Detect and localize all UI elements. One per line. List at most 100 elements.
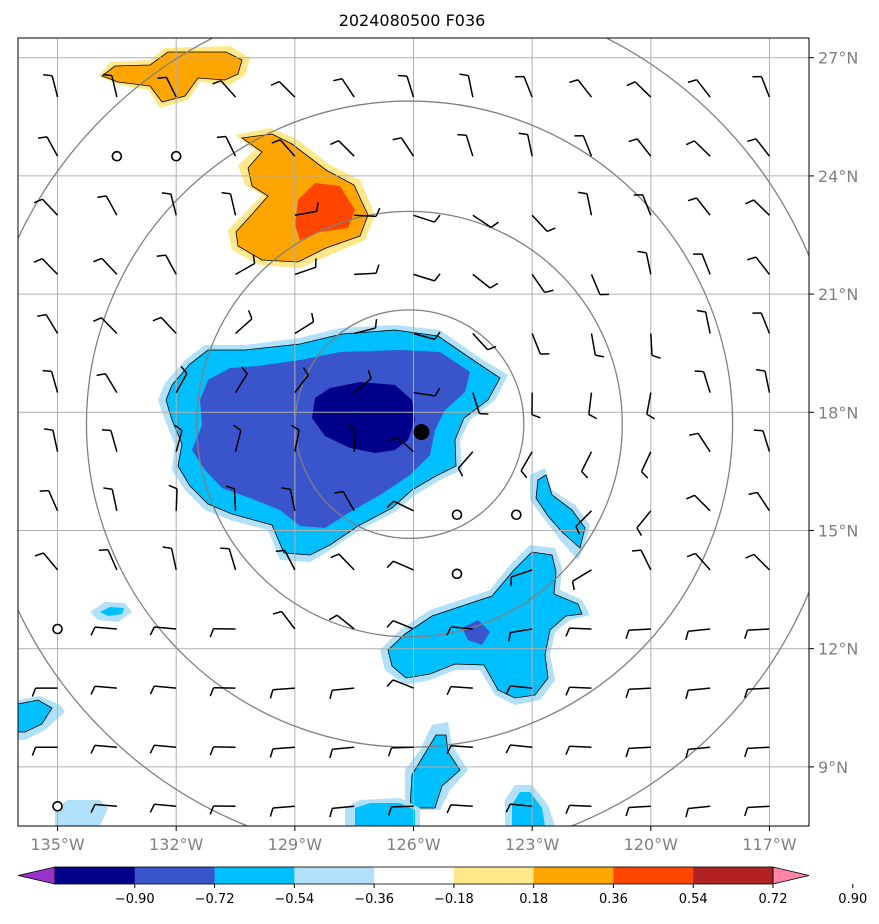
wind-barb-staff <box>520 451 533 472</box>
wind-barb-staff <box>450 804 473 808</box>
wind-barb-flag <box>565 627 571 637</box>
wind-barb-flag <box>756 15 765 16</box>
wind-barb-staff <box>396 436 415 453</box>
wind-barb-flag <box>446 626 452 636</box>
wind-barb-flag <box>43 428 54 431</box>
wind-barb-flag <box>315 202 319 212</box>
wind-barb-flag <box>328 614 338 621</box>
wind-barb-flag <box>43 73 53 77</box>
wind-barb-flag <box>233 424 242 431</box>
wind-barb-staff <box>104 373 118 393</box>
wind-barb-staff <box>688 628 711 632</box>
wind-barb-flag <box>505 744 511 754</box>
calm-markers <box>52 150 522 812</box>
wind-barb-staff <box>747 805 770 809</box>
colorbar-segment <box>374 867 455 884</box>
wind-barb-staff <box>511 569 533 578</box>
wind-barb-flag <box>397 74 408 77</box>
wind-barb-staff <box>284 550 296 571</box>
wind-barb-flag <box>625 748 630 758</box>
lat-tick-label: 12°N <box>818 640 858 659</box>
wind-barb-flag <box>31 687 37 697</box>
wind-barb-staff <box>645 252 652 275</box>
range-ring <box>196 210 623 638</box>
wind-barb-flag <box>745 553 755 559</box>
wind-barb-staff <box>472 392 481 414</box>
wind-barb-flag <box>392 137 402 141</box>
wind-barb-staff <box>391 805 414 808</box>
wind-barb-flag <box>565 686 571 696</box>
wind-barb-staff <box>531 333 541 355</box>
wind-barb-flag <box>625 629 630 639</box>
wind-barb-flag <box>310 312 315 322</box>
lon-tick-label: 132°W <box>149 835 204 854</box>
wind-barb-flag <box>745 199 754 205</box>
colorbar-segment <box>533 867 614 884</box>
colorbar-tick-label: −0.18 <box>434 892 474 907</box>
wind-barb-flag <box>209 805 215 815</box>
wind-barb-staff <box>747 746 770 750</box>
shaded-fields <box>18 46 590 826</box>
wind-barb-flag <box>209 628 215 638</box>
wind-barb-staff <box>695 197 711 216</box>
wind-barb-staff <box>413 214 435 223</box>
wind-barb-staff <box>332 687 355 691</box>
wind-barb-staff <box>628 687 651 691</box>
lon-tick-label: 129°W <box>268 835 323 854</box>
lat-tick-label: 15°N <box>818 522 858 541</box>
wind-barb-flag <box>157 76 167 79</box>
wind-barb-staff <box>294 266 316 276</box>
wind-barb-flag <box>446 745 452 755</box>
wind-barb-flag <box>629 21 638 24</box>
wind-barb-staff <box>101 257 118 275</box>
wind-barb-flag <box>33 198 43 204</box>
lat-tick-label: 24°N <box>818 167 858 186</box>
longitude-labels: 135°W 132°W 129°W 126°W 123°W 120°W 117°W <box>30 826 797 854</box>
wind-barb-flag <box>330 553 340 559</box>
wind-barb-flag <box>686 552 696 558</box>
wind-barb-staff <box>165 77 177 98</box>
wind-barb-staff <box>450 626 473 630</box>
wind-barb-staff <box>111 489 118 511</box>
wind-barb-staff <box>590 333 597 356</box>
wind-barb-staff <box>688 805 711 810</box>
wind-barb-staff <box>170 193 177 216</box>
wind-barb-staff <box>747 628 770 631</box>
wind-barb-staff <box>472 214 492 229</box>
wind-barb-staff <box>531 273 546 293</box>
colorbar-segment <box>693 867 774 884</box>
wind-barb-staff <box>233 488 237 511</box>
wind-barb-flag <box>37 313 47 318</box>
wind-barb-staff <box>107 549 118 571</box>
lat-tick-label: 9°N <box>818 758 848 777</box>
wind-barb-flag <box>367 369 372 379</box>
wind-barb-flag <box>446 686 452 696</box>
wind-barb-flag <box>756 368 766 372</box>
wind-barb-flag <box>625 689 630 699</box>
wind-barb-staff <box>42 552 59 571</box>
wind-barb-staff <box>41 198 59 216</box>
wind-barb-staff <box>580 451 593 472</box>
wind-barb-staff <box>272 687 295 691</box>
wind-barb-flag <box>694 370 704 373</box>
wind-barb-flag <box>216 135 226 139</box>
wind-barb-flag <box>744 807 749 817</box>
wind-barb-staff <box>332 805 355 810</box>
gridlines <box>18 38 809 826</box>
wind-barb-staff <box>569 804 592 808</box>
wind-barb-staff <box>413 273 435 282</box>
wind-barb-staff <box>510 803 533 808</box>
wind-barb-staff <box>94 626 117 630</box>
map-title: 2024080500 F036 <box>339 11 486 30</box>
calm-wind-marker <box>511 509 522 521</box>
wind-barb-flag <box>434 387 441 397</box>
wind-barb-staff <box>709 38 711 39</box>
wind-barb-staff <box>393 500 414 512</box>
lon-tick-label: 123°W <box>505 835 560 854</box>
colorbar-tick-label: 0.54 <box>679 892 708 907</box>
wind-barb-flag <box>330 139 339 146</box>
wind-barb-flag <box>38 136 48 139</box>
wind-barb-staff <box>50 371 59 393</box>
wind-barb-staff <box>105 195 118 216</box>
